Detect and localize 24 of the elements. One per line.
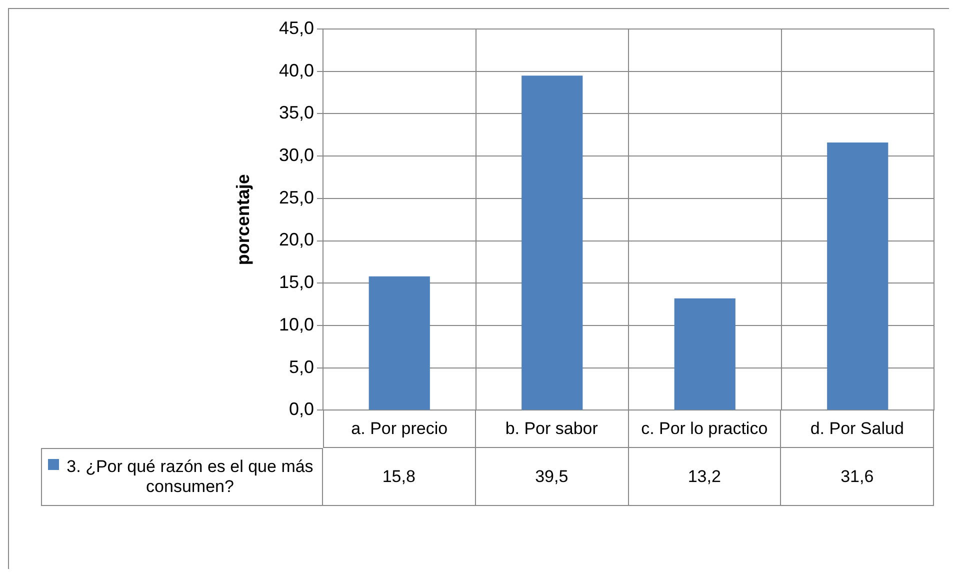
x-tick-label: a. Por precio	[323, 410, 476, 448]
x-tick-label: d. Por Salud	[781, 410, 934, 448]
y-tick-label: 35,0	[278, 102, 314, 123]
x-tick-label: b. Por sabor	[476, 410, 628, 448]
y-tick-label: 25,0	[278, 187, 314, 208]
y-tick-label: 40,0	[278, 60, 314, 80]
data-label: 31,6	[781, 448, 934, 506]
bar	[368, 276, 430, 410]
y-tick-label: 15,0	[278, 272, 314, 292]
data-label: 13,2	[628, 448, 782, 506]
data-label: 39,5	[476, 448, 628, 506]
bar	[674, 298, 736, 410]
y-tick-label: 20,0	[278, 230, 314, 250]
y-tick-label: 45,0	[278, 18, 314, 38]
y-tick-label: 30,0	[278, 145, 314, 166]
y-axis-title: porcentaje	[232, 174, 253, 266]
y-tick-label: 10,0	[278, 314, 314, 334]
bar	[522, 76, 583, 410]
bar	[827, 142, 888, 410]
data-label: 15,8	[323, 448, 476, 506]
y-tick-label: 0,0	[288, 399, 314, 420]
x-tick-label: c. Por lo practico	[628, 410, 782, 448]
y-tick-label: 5,0	[288, 356, 314, 377]
legend-label: 3. ¿Por qué razón es el que más consumen?	[66, 457, 314, 498]
